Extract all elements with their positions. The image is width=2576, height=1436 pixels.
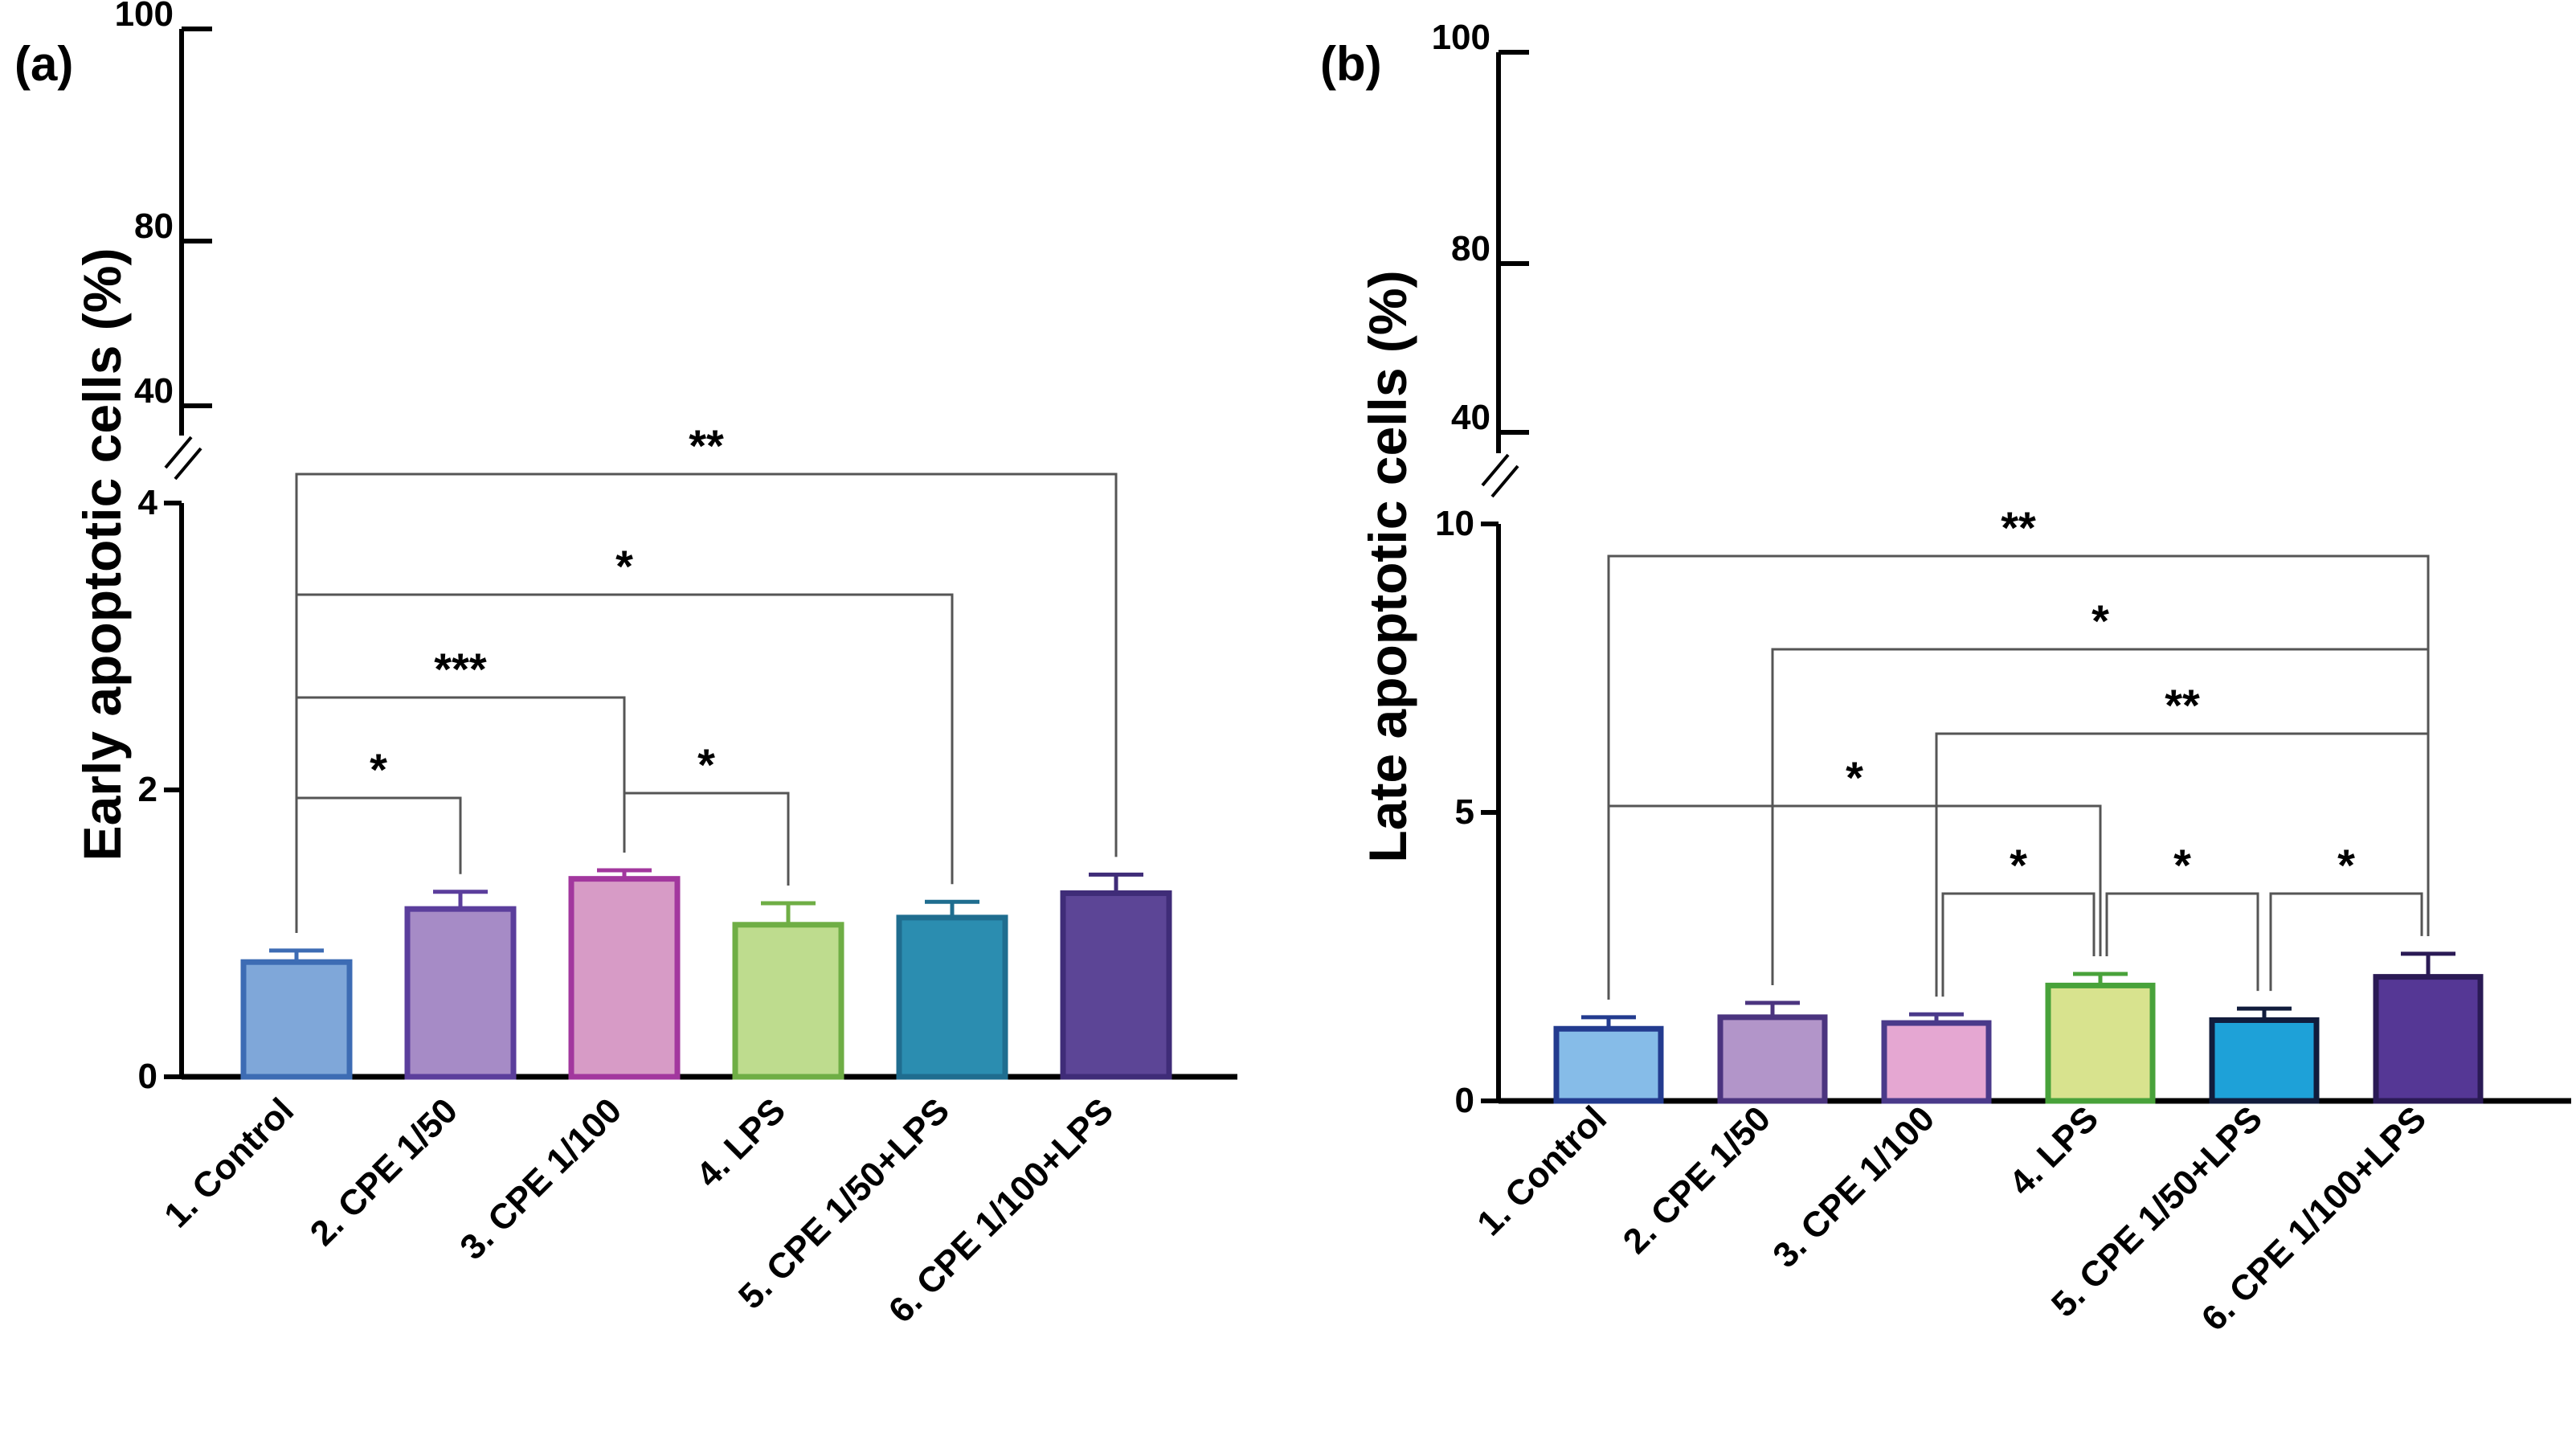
- category-label: 2. CPE 1/50: [1616, 1098, 1778, 1261]
- category-label: 4. LPS: [2002, 1098, 2106, 1203]
- bar-2: [1717, 1014, 1828, 1104]
- significance-bracket: [295, 473, 1118, 933]
- significance-label: ***: [434, 644, 487, 694]
- bar-5: [2209, 1017, 2320, 1104]
- category-label: 3. CPE 1/100: [452, 1090, 629, 1267]
- significance-bracket: [2105, 892, 2259, 992]
- significance-bracket: [2269, 892, 2423, 992]
- significance-label: **: [2165, 680, 2200, 730]
- y-tick-label-upper: 80: [1451, 229, 1490, 268]
- significance-label: **: [2001, 502, 2036, 553]
- significance-bracket: [1941, 892, 2096, 997]
- significance-label: *: [2091, 595, 2109, 646]
- significance-label: *: [2173, 840, 2191, 890]
- axis-break-mark: [1481, 453, 1510, 487]
- significance-label: *: [2010, 840, 2027, 890]
- significance-bracket: [1607, 804, 2102, 1000]
- significance-label: *: [615, 541, 633, 591]
- bar-4: [2045, 982, 2156, 1104]
- y-tick-label-lower: 5: [1455, 792, 1474, 832]
- bar-3: [1881, 1020, 1992, 1104]
- axis-break-mark: [174, 447, 202, 481]
- y-axis-label: Early apoptotic cells (%): [72, 248, 132, 861]
- bar-6: [1060, 890, 1172, 1080]
- category-label: 2. CPE 1/50: [303, 1090, 465, 1253]
- y-axis-label: Late apoptotic cells (%): [1358, 270, 1417, 862]
- y-tick-label-upper: 80: [134, 207, 174, 246]
- significance-label: *: [2337, 840, 2355, 890]
- category-label: 1. Control: [157, 1090, 301, 1235]
- significance-bracket: [1607, 554, 2430, 1000]
- y-tick-label-upper: 40: [134, 371, 174, 411]
- significance-label: *: [697, 739, 715, 790]
- significance-label: **: [689, 420, 724, 471]
- significance-label: *: [370, 744, 387, 795]
- bar-1: [240, 959, 353, 1080]
- panel-label: (b): [1320, 37, 1382, 91]
- chart-panel-2: (b) Late apoptotic cells (%) 40 80 100 0 5 10 1.…: [1320, 18, 2571, 1339]
- bar-5: [896, 914, 1008, 1080]
- category-label: 3. CPE 1/100: [1765, 1098, 1942, 1275]
- significance-label: *: [1846, 752, 1863, 803]
- bar-4: [732, 922, 844, 1080]
- bar-6: [2373, 974, 2484, 1104]
- y-tick-label-lower: 2: [138, 770, 157, 809]
- category-label: 4. LPS: [689, 1090, 793, 1195]
- bar-1: [1553, 1025, 1664, 1104]
- y-tick-label-upper: 100: [1432, 18, 1490, 57]
- bar-3: [568, 876, 681, 1080]
- chart-panel-1: (a) Early apoptotic cells (%) 40 80 100 0 2 4 1.…: [14, 0, 1237, 1331]
- bar-2: [404, 906, 517, 1080]
- y-tick-label-lower: 0: [138, 1057, 157, 1096]
- axis-break-mark: [164, 436, 193, 469]
- y-tick-label-lower: 4: [138, 483, 158, 522]
- category-label: 1. Control: [1470, 1098, 1614, 1243]
- axis-break-mark: [1490, 464, 1519, 498]
- y-tick-label-upper: 100: [115, 0, 174, 34]
- y-tick-label-lower: 10: [1435, 504, 1474, 543]
- panel-label: (a): [14, 37, 73, 91]
- significance-bracket: [1935, 732, 2430, 997]
- y-tick-label-lower: 0: [1455, 1081, 1474, 1120]
- significance-bracket: [623, 792, 790, 886]
- significance-bracket: [295, 796, 462, 933]
- y-tick-label-upper: 40: [1451, 398, 1490, 437]
